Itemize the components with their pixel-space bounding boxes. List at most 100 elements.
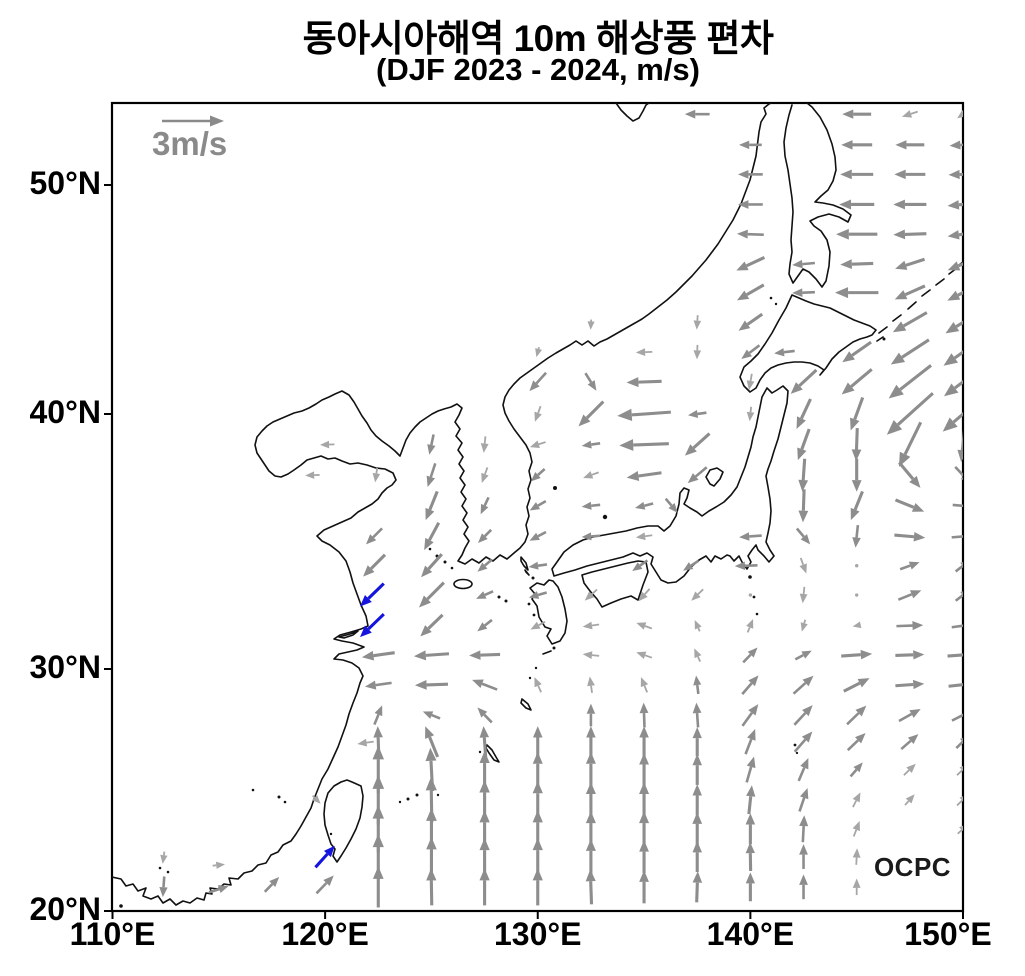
wind-arrow	[895, 140, 925, 150]
wind-arrow	[898, 421, 923, 467]
wind-arrow	[365, 527, 383, 545]
wind-arrow	[792, 675, 814, 695]
wind-arrow	[796, 398, 812, 429]
wind-arrow	[799, 586, 808, 604]
wind-arrow	[687, 466, 708, 484]
wind-arrow	[904, 794, 915, 806]
ocpc-logo: OCPC	[873, 852, 952, 882]
wind-arrow	[951, 710, 963, 722]
wind-arrow	[744, 729, 756, 755]
wind-arrow	[425, 490, 439, 521]
wind-arrow	[683, 559, 700, 571]
wind-arrow	[684, 109, 710, 119]
wind-arrow	[850, 396, 865, 431]
wind-arrow	[893, 199, 927, 210]
wind-arrow	[846, 732, 866, 752]
wind-arrow	[746, 373, 755, 391]
wind-arrow	[212, 861, 225, 869]
wind-arrow	[954, 561, 963, 573]
wind-arrow	[414, 680, 449, 690]
wind-arrow	[900, 734, 919, 751]
wind-arrow	[957, 825, 963, 835]
wind-arrow	[956, 765, 963, 776]
wind-arrow-calm	[854, 564, 859, 568]
wind-arrow	[734, 561, 758, 571]
wind-arrow	[691, 588, 704, 601]
wind-arrow	[852, 792, 861, 808]
island-dot	[478, 750, 482, 754]
y-tick-label: 30°N	[29, 649, 102, 685]
wind-arrow	[373, 705, 383, 726]
x-tick-label: 140°E	[706, 916, 795, 952]
wind-arrow	[797, 758, 809, 782]
wind-arrow-calm	[854, 593, 859, 597]
wind-arrow	[617, 408, 671, 421]
island-dot	[527, 602, 531, 606]
wind-arrow	[888, 364, 932, 399]
wind-arrow	[664, 497, 678, 513]
wind-arrow	[792, 288, 815, 297]
wind-arrow	[692, 702, 702, 728]
wind-arrow	[852, 524, 861, 548]
wind-arrow	[693, 344, 702, 360]
wind-arrow	[943, 350, 963, 366]
wind-arrow	[800, 619, 808, 632]
wind-arrow	[797, 428, 811, 461]
wind-arrow	[372, 467, 381, 483]
wind-arrow	[361, 650, 395, 661]
wind-arrow	[739, 532, 762, 541]
wind-arrow	[736, 256, 766, 271]
wind-arrow	[694, 619, 702, 632]
wind-arrow	[956, 796, 963, 807]
wind-arrow	[947, 261, 963, 271]
wind-arrow	[320, 440, 335, 449]
wind-arrow	[742, 647, 758, 664]
wind-arrow	[947, 653, 963, 658]
wind-arrow	[684, 432, 711, 456]
wind-arrow	[745, 872, 756, 902]
island-dot	[534, 666, 538, 670]
wind-arrow	[529, 530, 547, 541]
wind-arrow	[898, 461, 921, 488]
wind-arrow	[745, 756, 756, 783]
wind-arrow-significant	[360, 613, 385, 638]
coastline-layer	[112, 103, 963, 906]
wind-vector-layer	[159, 109, 963, 908]
wind-arrow	[582, 651, 600, 659]
wind-arrow	[626, 471, 662, 481]
wind-arrow	[476, 590, 494, 599]
wind-arrow	[635, 348, 653, 357]
wind-arrow	[640, 677, 649, 693]
wind-arrow	[737, 200, 763, 209]
wind-arrow	[798, 787, 809, 812]
wind-arrow	[741, 344, 761, 360]
wind-arrow	[472, 679, 498, 691]
wind-arrow	[795, 527, 811, 545]
wind-arrow	[426, 868, 437, 906]
coastline-yangtze-island	[338, 630, 359, 639]
island-dot	[528, 676, 532, 680]
island-dot	[602, 514, 608, 520]
wind-arrow	[951, 624, 963, 629]
wind-arrow	[895, 650, 925, 660]
wind-arrow	[897, 590, 922, 601]
wind-arrow	[745, 813, 756, 845]
wind-arrow	[841, 140, 873, 150]
wind-arrow	[480, 496, 490, 515]
wind-arrow	[534, 677, 542, 693]
wind-arrow	[639, 870, 649, 904]
wind-arrow	[692, 812, 703, 846]
wind-arrow	[746, 406, 755, 422]
wind-arrow	[954, 466, 963, 481]
small-islands-layer	[119, 296, 886, 908]
wind-arrow	[901, 110, 918, 118]
wind-arrow	[849, 762, 863, 778]
wind-arrow	[529, 440, 546, 448]
island-dot	[277, 795, 281, 799]
island-dot	[329, 832, 333, 836]
wind-arrow	[798, 458, 809, 492]
wind-arrow	[944, 379, 963, 397]
wind-arrow	[840, 169, 874, 180]
